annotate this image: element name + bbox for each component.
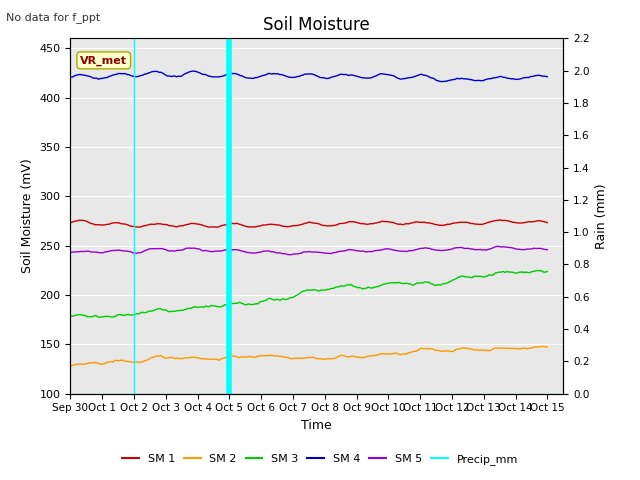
SM 1 [226, 221, 234, 227]
SM 2 [225, 352, 232, 358]
SM 1 [206, 224, 214, 230]
Legend: SM 1, SM 2, SM 3, SM 4, SM 5, Precip_mm: SM 1, SM 2, SM 3, SM 4, SM 5, Precip_mm [118, 450, 522, 469]
SM 4 [210, 74, 218, 80]
SM 4 [67, 74, 74, 80]
SM 1 [520, 220, 527, 226]
SM 1 [543, 220, 551, 226]
Line: SM 3: SM 3 [70, 270, 547, 317]
SM 2 [209, 356, 216, 362]
SM 1 [67, 220, 74, 226]
SM 3 [276, 297, 284, 303]
Text: No data for f_ppt: No data for f_ppt [6, 12, 100, 23]
SM 4 [543, 74, 551, 80]
SM 5 [209, 249, 216, 254]
SM 4 [234, 72, 242, 77]
SM 1 [210, 224, 218, 230]
SM 4 [190, 68, 198, 74]
SM 3 [534, 267, 542, 273]
X-axis label: Time: Time [301, 419, 332, 432]
SM 3 [210, 303, 218, 309]
SM 3 [67, 312, 74, 318]
SM 5 [225, 246, 232, 252]
SM 3 [226, 301, 234, 307]
SM 3 [96, 314, 104, 320]
Line: SM 5: SM 5 [70, 246, 547, 255]
Y-axis label: Soil Moisture (mV): Soil Moisture (mV) [21, 158, 34, 274]
SM 1 [495, 217, 503, 223]
SM 5 [232, 247, 240, 252]
Line: SM 1: SM 1 [70, 220, 547, 227]
SM 4 [125, 72, 132, 77]
SM 4 [276, 72, 284, 77]
Title: Soil Moisture: Soil Moisture [264, 16, 370, 34]
SM 5 [494, 243, 502, 249]
SM 2 [543, 344, 551, 350]
SM 2 [538, 344, 546, 349]
SM 4 [520, 75, 527, 81]
SM 5 [125, 249, 132, 254]
SM 5 [67, 250, 74, 256]
SM 3 [543, 269, 551, 275]
SM 3 [126, 312, 134, 318]
SM 2 [125, 359, 132, 364]
SM 4 [226, 71, 234, 76]
SM 3 [518, 269, 526, 275]
SM 2 [275, 353, 283, 359]
SM 1 [276, 223, 284, 228]
SM 5 [285, 252, 293, 258]
SM 1 [234, 221, 242, 227]
SM 2 [67, 363, 74, 369]
SM 3 [234, 300, 242, 306]
Line: SM 2: SM 2 [70, 347, 547, 366]
SM 5 [520, 247, 527, 252]
SM 5 [543, 247, 551, 252]
SM 2 [232, 354, 240, 360]
Text: VR_met: VR_met [80, 55, 127, 66]
Y-axis label: Rain (mm): Rain (mm) [595, 183, 608, 249]
SM 1 [125, 223, 132, 228]
Line: SM 4: SM 4 [70, 71, 547, 82]
SM 5 [275, 250, 283, 255]
SM 2 [517, 346, 525, 351]
SM 4 [438, 79, 446, 84]
